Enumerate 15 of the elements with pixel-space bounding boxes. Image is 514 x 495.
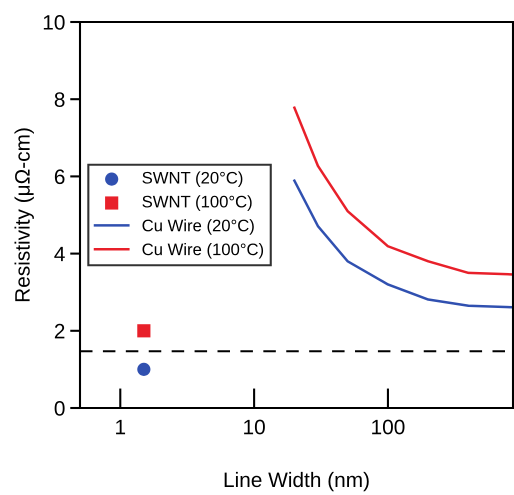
legend-label: Cu Wire (20°C)	[142, 219, 254, 235]
y-tick-label: 8	[54, 92, 65, 107]
y-tick-label: 10	[44, 15, 65, 30]
y-tick-label: 0	[54, 401, 65, 416]
y-axis-title: Resistivity (μΩ-cm)	[14, 128, 34, 302]
y-tick-label: 6	[54, 169, 64, 184]
x-tick-label: 100	[372, 420, 405, 434]
x-tick-label: 1	[116, 420, 126, 434]
y-tick-label: 2	[54, 324, 64, 338]
y-tick-label: 4	[54, 246, 65, 262]
x-tick-label: 10	[244, 420, 265, 434]
legend-label: Cu Wire (100°C)	[142, 243, 264, 259]
x-axis-title: Line Width (nm)	[224, 472, 369, 492]
legend-label: SWNT (20°C)	[142, 171, 242, 187]
legend-label: SWNT (100°C)	[142, 195, 252, 211]
